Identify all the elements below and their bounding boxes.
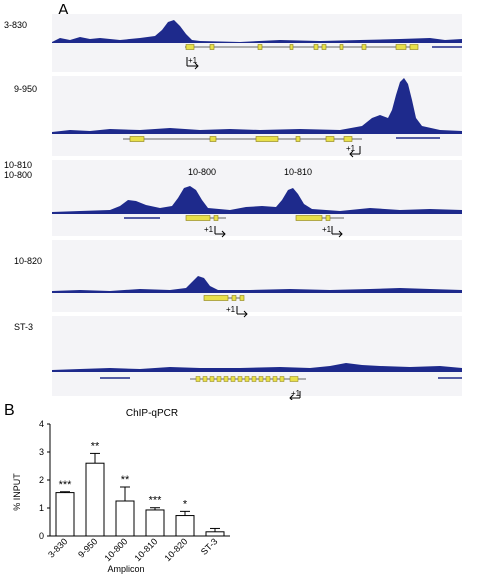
tss-label-st-3: +1: [291, 389, 301, 398]
track-panel-3: [52, 160, 462, 236]
tss-label-10-810: +1: [322, 225, 332, 234]
bar: [55, 492, 75, 537]
bar: [115, 500, 135, 537]
bar: [85, 462, 105, 537]
significance-label: *: [183, 498, 188, 510]
y-axis-label: % INPUT: [12, 473, 22, 511]
tss-arrow-3-830: [186, 57, 199, 70]
y-tick-label: 1: [39, 503, 44, 513]
y-tick-label: 4: [39, 419, 44, 429]
track-panel-4: [52, 240, 462, 312]
tss-arrow-10-800: [214, 226, 226, 238]
tss-label-10-820: +1: [226, 305, 236, 314]
x-tick-label: 9-950: [76, 536, 99, 559]
tss-arrow-10-810: [331, 226, 343, 238]
x-tick-label: 10-800: [103, 536, 130, 563]
tss-label-3-830: +1: [188, 56, 198, 65]
y-tick-label: 3: [39, 447, 44, 457]
panel-a-letter: A: [58, 2, 69, 19]
x-axis-label: Amplicon: [107, 564, 144, 574]
track-label-10-820: 10-820: [14, 256, 43, 266]
exons-10-820: [203, 295, 245, 301]
x-tick-label: 10-810: [133, 536, 160, 563]
significance-label: ***: [59, 479, 73, 491]
tss-arrow-10-820: [236, 306, 248, 318]
genome-tracks: +1 +1 10-800 10-810 +1 +1 +1: [52, 14, 462, 400]
track-label-3-830: 3-830: [4, 20, 28, 30]
tss-arrow-9-950: [349, 146, 361, 158]
exons-9-950: [129, 136, 353, 142]
signal-track-9-950: [52, 78, 462, 134]
tss-label-10-800: +1: [204, 225, 214, 234]
track-label-9-950: 9-950: [14, 84, 38, 94]
track-panel-5: [52, 316, 462, 396]
signal-track-10-820: [52, 276, 462, 293]
tss-arrow-st-3: [289, 391, 301, 400]
signal-track-st-3: [52, 363, 462, 372]
significance-label: **: [91, 440, 100, 452]
track-label-10-810-10-800: 10-810 10-800: [4, 160, 33, 180]
signal-track-3-830: [52, 20, 462, 43]
peak-label-10-810: 10-810: [284, 167, 312, 177]
bar: [145, 509, 165, 537]
signal-track-10-810: [52, 186, 462, 214]
significance-label: **: [121, 474, 130, 486]
exons-3-830: [185, 44, 419, 50]
significance-label: ***: [149, 495, 163, 507]
x-tick-label: ST-3: [199, 536, 220, 557]
exons-10-800: [185, 215, 219, 221]
bar-chart: ChIP-qPCR % INPUT Amplicon 01234***3-830…: [12, 408, 230, 574]
x-tick-label: 10-820: [163, 536, 190, 563]
exons-st-3: [195, 376, 299, 382]
bar: [205, 531, 225, 537]
peak-label-10-800: 10-800: [188, 167, 216, 177]
bar: [175, 515, 195, 537]
x-tick-label: 3-830: [46, 536, 69, 559]
panel-b-letter: B: [4, 402, 15, 419]
exons-10-810: [295, 215, 331, 221]
chart-title: ChIP-qPCR: [126, 408, 178, 419]
y-tick-label: 2: [39, 475, 44, 485]
y-tick-label: 0: [39, 531, 44, 541]
track-label-st-3: ST-3: [14, 322, 34, 332]
tss-label-9-950: +1: [346, 144, 356, 153]
